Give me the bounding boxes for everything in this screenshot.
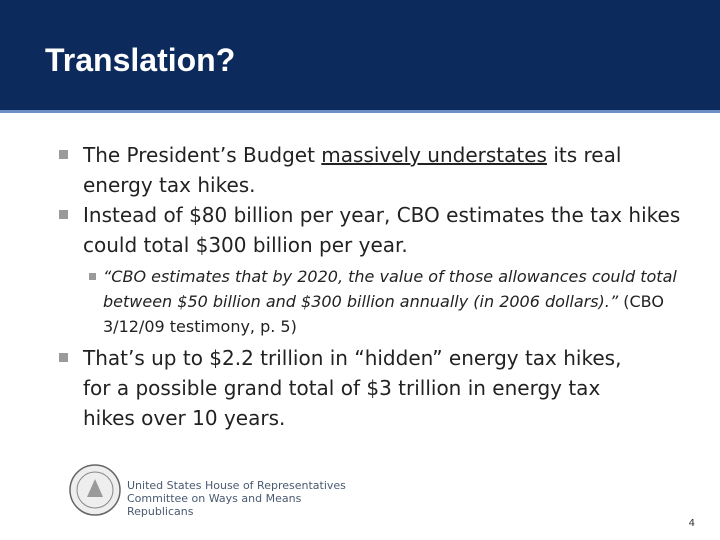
- bullet-text: That’s up to $2.2 trillion in “hidden” e…: [83, 346, 622, 430]
- bullet-text: The President’s Budget: [83, 143, 322, 167]
- bullet-text: Instead of $80 billion per year, CBO est…: [83, 203, 681, 257]
- quote: “CBO estimates that by 2020, the value o…: [103, 267, 677, 311]
- page-number: 4: [688, 518, 695, 529]
- bullet-text: its real energy tax hikes.: [83, 143, 622, 197]
- footer-line: Republicans: [127, 505, 194, 518]
- footer-line: Committee on Ways and Means: [127, 492, 302, 505]
- seal: [69, 464, 121, 516]
- header-band: [0, 0, 720, 113]
- slide-title: Translation?: [45, 42, 236, 78]
- footer-line: United States House of Representatives: [127, 479, 346, 492]
- bullet-emphasis: massively understates: [321, 143, 547, 167]
- bullet: That’s up to $2.2 trillion in “hidden” e…: [59, 343, 643, 433]
- footer: United States House of Representatives C…: [127, 479, 346, 518]
- bullet: Instead of $80 billion per year, CBO est…: [59, 200, 683, 260]
- source: (CBO 3/12/09 testimony, p. 5): [103, 292, 664, 336]
- sub-bullet: “CBO estimates that by 2020, the value o…: [89, 264, 693, 339]
- bullet: The President’s Budget massively underst…: [59, 140, 683, 200]
